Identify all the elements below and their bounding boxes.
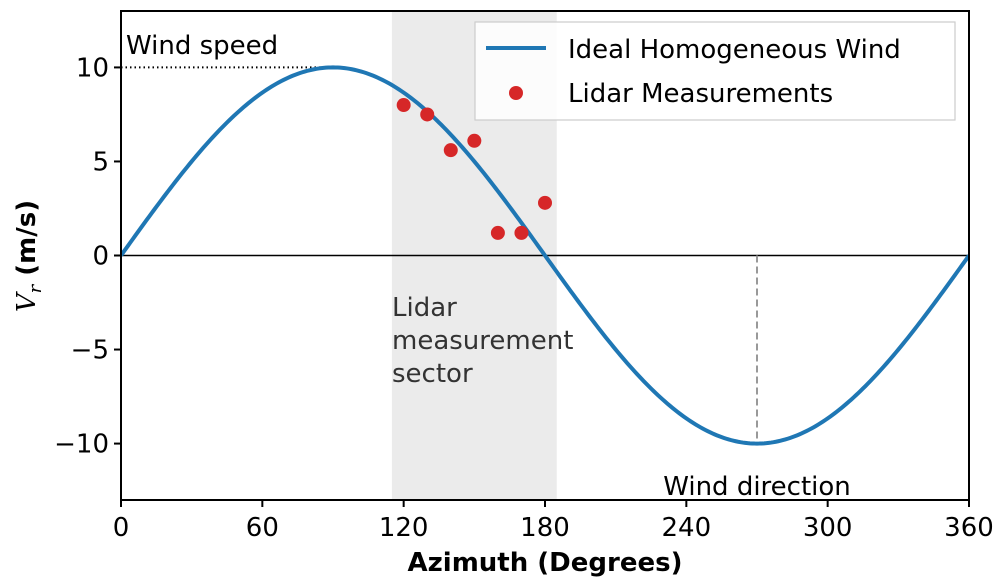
lidar-measurement-point: [490, 225, 505, 240]
legend: Ideal Homogeneous Wind Lidar Measurement…: [474, 21, 956, 121]
annotation-lidar-sector-line-1: Lidar: [392, 293, 457, 323]
lidar-measurement-point: [396, 98, 411, 113]
ideal-wind-curve: [121, 65, 969, 446]
x-tick-label: 0: [113, 513, 130, 543]
legend-label-lidar: Lidar Measurements: [568, 79, 833, 109]
y-tick-label: 5: [92, 147, 109, 177]
y-tick-label: 10: [76, 53, 109, 83]
x-tick-label: 240: [662, 513, 712, 543]
lidar-measurement-point: [443, 143, 458, 158]
x-axis-title: Azimuth (Degrees): [408, 548, 683, 578]
y-axis-title: Vr (m/s): [12, 200, 46, 312]
y-axis-title-var: V: [12, 291, 42, 312]
x-tick-label: 120: [379, 513, 429, 543]
legend-label-ideal-wind: Ideal Homogeneous Wind: [568, 35, 901, 65]
annotation-lidar-sector: Lidar measurement sector: [392, 293, 582, 389]
annotation-lidar-sector-line-2: measurement: [392, 326, 573, 356]
x-tick-label: 360: [944, 513, 994, 543]
legend-box: [474, 21, 956, 121]
y-axis-title-sub: r: [25, 283, 46, 293]
axis-ticks: 0 60 120 180 240 300 360 10 5 0 −5 −10: [54, 53, 994, 543]
y-tick-label: −5: [71, 336, 109, 366]
y-tick-label: −10: [54, 430, 109, 460]
annotation-wind-speed: Wind speed: [126, 31, 278, 61]
x-tick-label: 60: [246, 513, 279, 543]
lidar-measurement-point: [538, 195, 552, 210]
lidar-measurement-point: [420, 107, 435, 122]
lidar-measurement-point: [467, 133, 482, 148]
x-tick-label: 180: [520, 513, 570, 543]
legend-marker-swatch: [509, 86, 523, 100]
y-tick-label: 0: [92, 242, 109, 272]
x-tick-label: 300: [803, 513, 853, 543]
lidar-measurement-point: [514, 225, 529, 240]
annotation-lidar-sector-line-3: sector: [392, 359, 473, 389]
y-axis-title-unit: (m/s): [12, 200, 42, 285]
annotation-wind-direction: Wind direction: [663, 472, 851, 502]
